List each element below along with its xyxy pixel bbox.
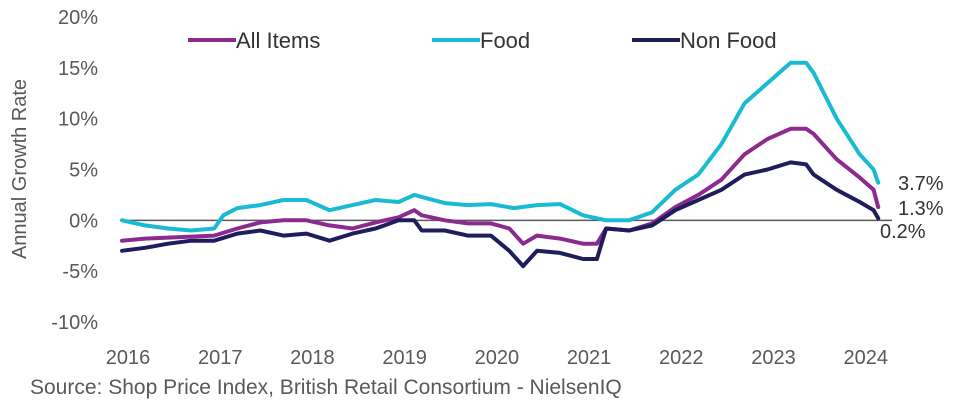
end-label-all-items: 1.3% [898,198,944,220]
x-tick-label: 2017 [198,347,243,369]
legend-label-food: Food [480,28,530,53]
series-line-food [120,60,881,233]
end-labels: 1.3% 3.7% 0.2% [880,173,944,243]
source-note: Source: Shop Price Index, British Retail… [30,376,622,399]
y-tick-label: 5% [69,160,98,182]
line-chart: -10% -5% 0% 5% 10% 15% 20% 2016 2017 2018 2019 202… [9,7,944,369]
series-line-all-items [120,126,881,246]
y-tick-label: 10% [58,109,98,131]
x-tick-label: 2016 [106,347,151,369]
y-tick-label: -5% [62,261,98,283]
x-tick-label: 2024 [843,347,888,369]
y-tick-label: 20% [58,7,98,29]
x-tick-label: 2018 [290,347,335,369]
x-tick-label: 2022 [659,347,704,369]
y-tick-label: -10% [51,312,98,334]
x-tick-label: 2021 [567,347,612,369]
legend-label-all-items: All Items [236,28,320,53]
y-tick-label: 0% [69,210,98,232]
x-tick-label: 2019 [382,347,427,369]
y-tick-label: 15% [58,58,98,80]
end-label-food: 3.7% [898,173,944,195]
x-tick-label: 2020 [475,347,520,369]
end-label-non-food: 0.2% [880,221,926,243]
legend: All Items Food Non Food [188,28,777,53]
x-axis: 2016 2017 2018 2019 2020 2021 2022 2023 2024 [106,347,888,369]
x-tick-label: 2023 [751,347,796,369]
y-axis: -10% -5% 0% 5% 10% 15% 20% [51,7,98,334]
legend-label-non-food: Non Food [680,28,777,53]
series-layer [120,60,881,269]
y-axis-label: Annual Growth Rate [9,79,31,259]
series-line-non-food [120,160,881,269]
